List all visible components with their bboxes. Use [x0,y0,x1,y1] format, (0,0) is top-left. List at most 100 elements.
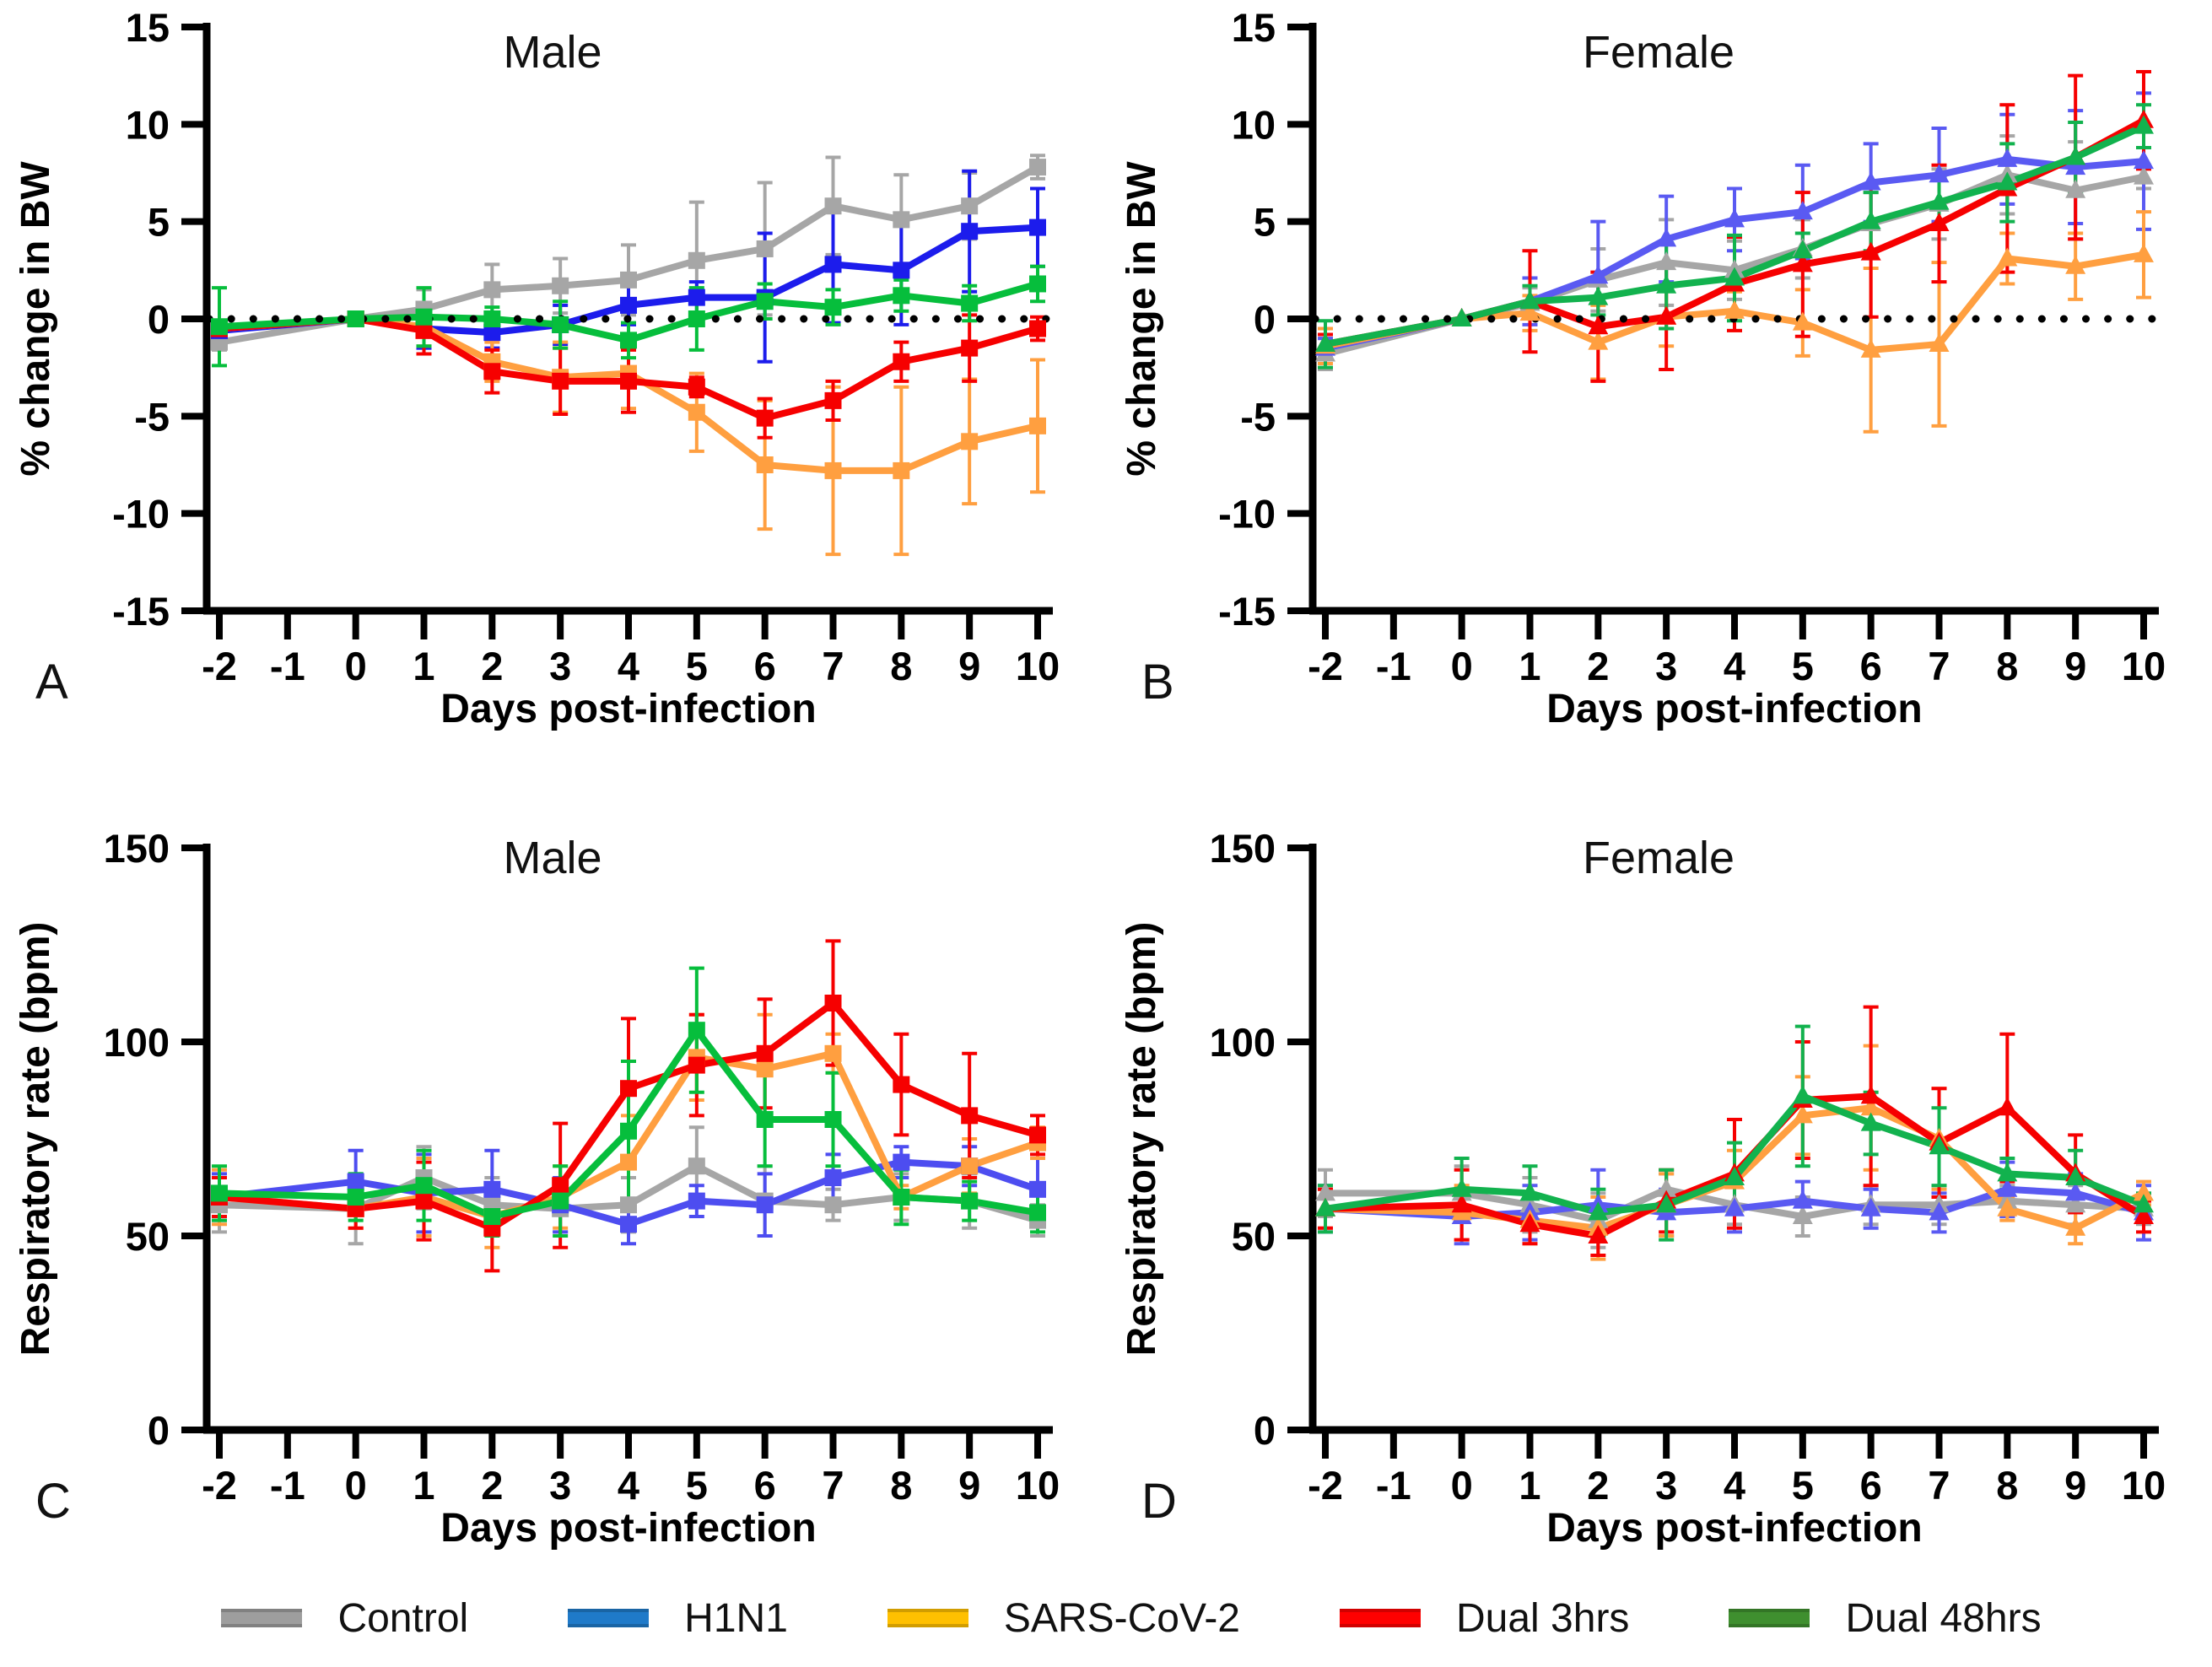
y-tick-label: 0 [148,1408,170,1453]
y-tick-label: 100 [104,1020,170,1065]
data-marker [1029,218,1046,236]
data-marker [1315,332,1335,352]
data-marker [1656,1178,1677,1197]
y-tick-label: -5 [1240,394,1276,439]
data-marker [1588,316,1609,335]
data-marker [1029,1180,1046,1198]
data-marker [1724,1197,1745,1217]
panel-letter: A [35,655,68,709]
data-marker [824,1111,842,1128]
data-marker [688,289,705,306]
y-tick-label: 0 [1254,1408,1276,1453]
x-tick-label: 1 [413,644,434,688]
y-tick-label: 100 [1210,1020,1276,1065]
data-marker [483,363,501,380]
legend-label-dual-48hrs: Dual 48hrs [1845,1595,2042,1641]
data-marker [1792,1085,1813,1104]
y-tick-label: 5 [148,200,170,245]
x-tick-label: 4 [618,644,639,688]
data-marker [552,372,569,390]
data-marker [824,256,842,273]
data-marker [893,211,910,229]
y-tick-label: 150 [1210,826,1276,871]
y-tick-label: -5 [134,394,170,439]
data-marker [1656,228,1677,247]
data-marker [552,1177,569,1195]
chart-grid: 15 10 5 0 -5 -10 -15 -2 -1 0 1 2 3 4 5 6 7 8 9 10 Male A Days … [13,5,2166,1551]
y-tick-label: -15 [112,589,170,634]
data-marker [1588,1201,1609,1221]
data-marker [1724,208,1745,228]
data-marker [2065,1167,2086,1185]
data-marker [1997,171,2018,191]
data-marker [620,1122,637,1140]
x-tick-label: -1 [270,1463,305,1508]
data-marker [415,1192,433,1210]
data-marker [961,1157,979,1175]
data-marker [893,262,910,279]
y-tick-label: 15 [1232,5,1276,50]
data-marker [1929,164,1950,183]
data-marker [1860,1197,1881,1217]
data-marker [688,310,705,327]
y-tick-label: 50 [126,1214,170,1259]
data-marker [2065,146,2086,165]
x-tick-label: 9 [958,1463,980,1508]
x-tick-label: 7 [822,644,844,688]
legend-item-dual-3hrs: Dual 3hrs [1340,1595,1629,1642]
data-marker [483,1180,501,1198]
x-tick-label: 2 [1587,644,1609,688]
data-marker [2134,1206,2154,1224]
data-marker [1029,159,1046,176]
data-marker [824,299,842,316]
data-marker [1860,1097,1881,1116]
data-marker [824,197,842,215]
y-tick-label: 150 [104,826,170,871]
data-marker [756,1196,774,1214]
data-marker [1860,241,1881,261]
data-marker [893,1153,910,1171]
x-tick-label: -2 [202,1463,237,1508]
series-line-dual-48hrs [216,280,1041,344]
data-marker [1792,240,1813,259]
data-marker [1792,1104,1813,1124]
x-tick-label: 7 [1928,1463,1950,1508]
data-marker [1929,212,1950,231]
data-marker [415,321,433,339]
x-tick-label: 3 [1655,644,1677,688]
data-marker [1588,331,1609,350]
data-marker [1792,253,1813,272]
data-marker [1656,274,1677,294]
data-marker [2065,255,2086,274]
data-marker [1860,338,1881,358]
x-tick-label: 3 [1655,1463,1677,1508]
data-marker [483,281,501,299]
data-marker [211,1184,228,1202]
data-marker [756,1044,774,1062]
data-marker [2134,165,2154,185]
data-marker [1929,1201,1950,1221]
data-marker [1029,417,1046,434]
data-marker [211,318,228,336]
data-marker [1656,251,1677,271]
data-marker [688,251,705,269]
x-tick-label: 3 [549,1463,571,1508]
legend-label-control: Control [337,1595,469,1641]
data-marker [483,310,501,327]
x-tick-label: -1 [1376,644,1411,688]
x-tick-label: 2 [481,644,503,688]
data-marker [2134,1194,2154,1213]
data-marker [1724,267,1745,286]
legend-item-control: Control [221,1595,468,1642]
data-marker [1588,286,1609,305]
data-marker [1451,308,1472,326]
data-marker [1792,311,1813,331]
y-tick-label: 50 [1232,1214,1276,1259]
data-marker [1929,332,1950,352]
data-marker [961,1192,979,1210]
x-tick-label: 6 [754,644,776,688]
x-tick-label: 10 [2122,1463,2166,1508]
x-tick-label: 3 [549,644,571,688]
data-marker [620,1216,637,1233]
